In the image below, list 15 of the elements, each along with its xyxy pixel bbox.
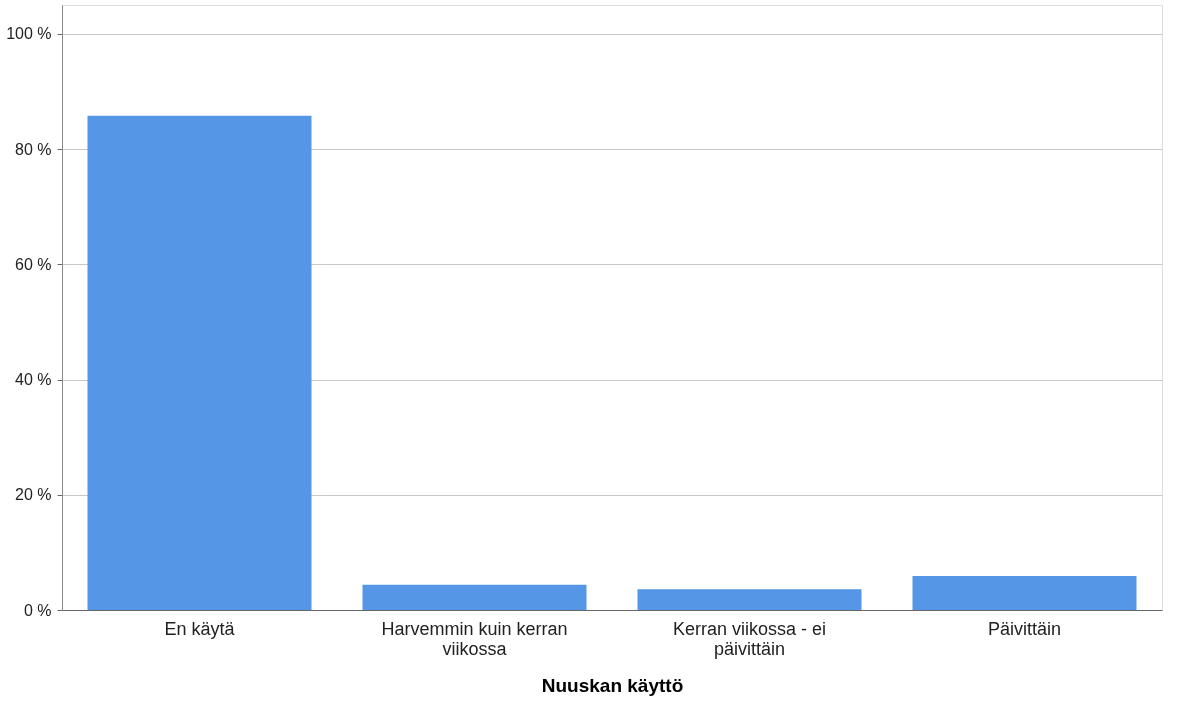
y-tick-label: 80 % [15,140,52,158]
bar [637,589,862,610]
x-axis-title: Nuuskan käyttö [541,674,684,696]
y-tick-label: 100 % [6,25,52,43]
y-tick-label: 0 % [23,601,52,619]
bar [912,576,1137,610]
y-tick-label: 20 % [15,486,52,504]
y-tick-label: 60 % [15,255,52,273]
bar [362,584,587,610]
x-tick-label: Harvemmin kuin kerran viikossa [381,618,568,659]
bar [87,115,312,610]
x-tick-label: Päivittäin [987,618,1062,639]
y-tick-label: 40 % [15,371,52,389]
x-tick-label: Kerran viikossa - ei päivittäin [672,618,827,659]
x-tick-label: En käytä [164,618,236,639]
